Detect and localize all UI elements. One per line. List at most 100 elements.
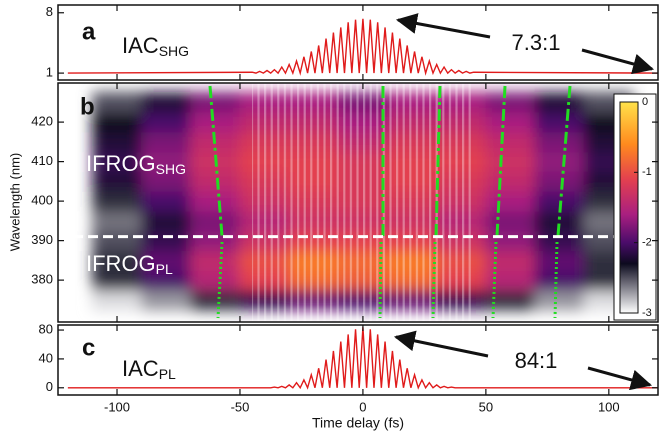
- panel-label: a: [82, 18, 96, 45]
- annotation: IFROGPL: [86, 251, 173, 277]
- heat-cell: [91, 91, 143, 113]
- heat-cell: [190, 91, 241, 113]
- axes: 1 8 380 390 400 410 420 0 40 80 -100 -50 0 50 100: [31, 4, 659, 414]
- annotation-sub: SHG: [159, 43, 189, 59]
- heat-cell: [141, 230, 192, 251]
- heat-cell: [141, 111, 192, 133]
- heat-cell: [141, 170, 192, 192]
- heat-cell: [534, 289, 585, 311]
- fringe-guides: [208, 85, 572, 319]
- annotation: 84:1: [515, 348, 558, 373]
- heatmap-layer: [58, 83, 658, 322]
- heat-cell: [534, 210, 585, 232]
- annotation: IACPL: [122, 356, 176, 382]
- colorbar-tick-label: -1: [642, 166, 652, 178]
- heat-cell: [485, 249, 536, 271]
- axes-frame: [57, 4, 659, 81]
- heat-cell: [91, 131, 143, 153]
- colorbar-tick-label: -2: [642, 237, 652, 249]
- annotation: IFROGSHG: [86, 151, 186, 177]
- annotation-text: IAC: [122, 33, 159, 58]
- heat-cell: [91, 190, 143, 212]
- heat-cell: [91, 151, 143, 172]
- y-tick-label: 1: [46, 65, 53, 80]
- x-tick-label: 100: [598, 399, 620, 414]
- y-tick-label: 390: [31, 232, 53, 247]
- heat-cell: [190, 249, 241, 271]
- y-tick-label: 40: [39, 350, 53, 365]
- heat-cell: [141, 269, 192, 291]
- heat-cell: [190, 230, 241, 251]
- panel-label: b: [80, 93, 95, 120]
- y-tick-label: 80: [39, 321, 53, 336]
- heat-cell: [91, 170, 143, 192]
- heat-cell: [190, 210, 241, 232]
- heat-cell: [91, 210, 143, 232]
- fringe-texture: [252, 83, 474, 322]
- y-tick-label: 420: [31, 114, 53, 129]
- y-axis-label: Wavelength (nm): [7, 153, 22, 252]
- heat-cell: [485, 131, 536, 153]
- x-tick-label: -50: [231, 399, 250, 414]
- heat-cell: [141, 289, 192, 311]
- x-tick-label: -100: [104, 399, 130, 414]
- heat-cell: [534, 91, 585, 113]
- heat-cell: [485, 151, 536, 172]
- heat-cell: [534, 170, 585, 192]
- heat-cell: [141, 210, 192, 232]
- heat-cell: [534, 269, 585, 291]
- annotation: 7.3:1: [512, 30, 561, 55]
- guide-line: [495, 85, 507, 237]
- annotation-text: IAC: [122, 356, 159, 381]
- heat-cell: [485, 111, 536, 133]
- heat-cell: [190, 269, 241, 291]
- y-tick-label: 380: [31, 272, 53, 287]
- heat-cell: [91, 269, 143, 291]
- heat-cell: [141, 190, 192, 212]
- heat-cell: [91, 111, 143, 133]
- panel-label: c: [82, 334, 95, 361]
- guide-line: [208, 85, 224, 237]
- heat-cell: [190, 111, 241, 133]
- arrow: [395, 13, 491, 39]
- heat-cell: [141, 151, 192, 172]
- axes-frame: [57, 82, 659, 323]
- heat-cell: [534, 131, 585, 153]
- heat-cell: [534, 249, 585, 271]
- heat-cell: [485, 190, 536, 212]
- guide-line: [556, 85, 572, 237]
- annotation-text: IFROG: [86, 251, 156, 276]
- heat-cell: [141, 91, 192, 113]
- guide-line: [434, 85, 442, 237]
- annotation-sub: PL: [159, 366, 176, 382]
- colorbar-tick-label: -3: [642, 307, 652, 319]
- y-tick-label: 8: [46, 4, 53, 19]
- annotation: IACSHG: [122, 33, 189, 59]
- axes-frame: [57, 324, 659, 396]
- heat-cell: [141, 249, 192, 271]
- heat-cell: [534, 151, 585, 172]
- heat-cell: [91, 249, 143, 271]
- heat-cell: [485, 269, 536, 291]
- trace-line: [67, 18, 659, 76]
- y-tick-label: 400: [31, 193, 53, 208]
- y-tick-label: 410: [31, 153, 53, 168]
- colorbar-tick-label: 0: [642, 96, 648, 108]
- heat-cell: [534, 111, 585, 133]
- annotation-text: IFROG: [86, 151, 156, 176]
- heat-cell: [485, 170, 536, 192]
- heat-cell: [485, 230, 536, 251]
- x-tick-label: 50: [479, 399, 493, 414]
- heat-cell: [485, 289, 536, 311]
- x-tick-label: 0: [359, 399, 366, 414]
- arrow: [587, 366, 653, 391]
- annotation-sub: PL: [156, 261, 173, 277]
- heat-cell: [485, 91, 536, 113]
- arrow: [393, 330, 489, 358]
- heat-cell: [91, 289, 143, 311]
- y-tick-label: 0: [46, 379, 53, 394]
- heat-cell: [190, 170, 241, 192]
- colorbar: [619, 101, 639, 314]
- x-axis-label: Time delay (fs): [312, 415, 404, 431]
